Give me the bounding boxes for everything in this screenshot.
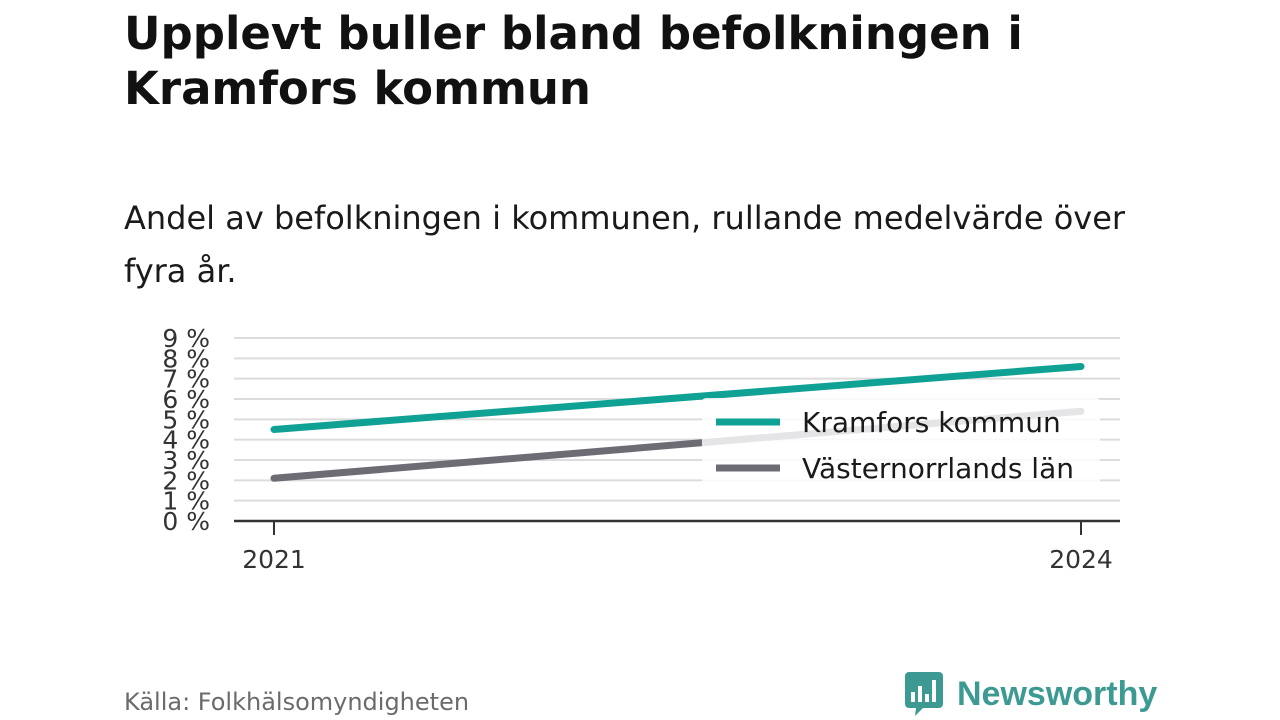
bar-chart-speech-bubble-icon xyxy=(905,672,943,716)
y-tick-label: 8 % xyxy=(162,344,210,373)
legend-box xyxy=(702,398,1100,498)
legend-item-kramfors: Kramfors kommun xyxy=(716,406,1061,439)
legend: Kramfors kommun Västernorrlands län xyxy=(702,398,1100,498)
series-line-kramfors xyxy=(270,362,1085,433)
y-axis-ticks: 0 %1 %2 %3 %4 %5 %6 %7 %8 %9 % xyxy=(162,324,210,536)
y-tick-label: 2 % xyxy=(162,466,210,495)
x-tick-label: 2021 xyxy=(242,545,306,574)
legend-item-vasternorrland: Västernorrlands län xyxy=(716,452,1074,485)
y-tick-label: 9 % xyxy=(162,324,210,353)
brand-name: Newsworthy xyxy=(957,674,1158,713)
x-axis-ticks: 2021 2024 xyxy=(234,519,1120,574)
y-tick-label: 5 % xyxy=(162,405,210,434)
x-tick-label: 2024 xyxy=(1049,545,1113,574)
y-tick-label: 4 % xyxy=(162,426,210,455)
chart-title: Upplevt buller bland befolkningen i Kram… xyxy=(124,7,1023,115)
y-tick-label: 0 % xyxy=(162,507,210,536)
legend-label: Västernorrlands län xyxy=(802,452,1074,485)
source-note: Källa: Folkhälsomyndigheten xyxy=(124,688,470,716)
y-tick-label: 7 % xyxy=(162,365,210,394)
y-tick-label: 6 % xyxy=(162,385,210,414)
chart-subtitle: Andel av befolkningen i kommunen, rullan… xyxy=(124,199,1126,290)
y-tick-label: 1 % xyxy=(162,487,210,516)
y-tick-label: 3 % xyxy=(162,446,210,475)
brand-logo: Newsworthy xyxy=(903,670,1157,718)
legend-label: Kramfors kommun xyxy=(802,406,1061,439)
